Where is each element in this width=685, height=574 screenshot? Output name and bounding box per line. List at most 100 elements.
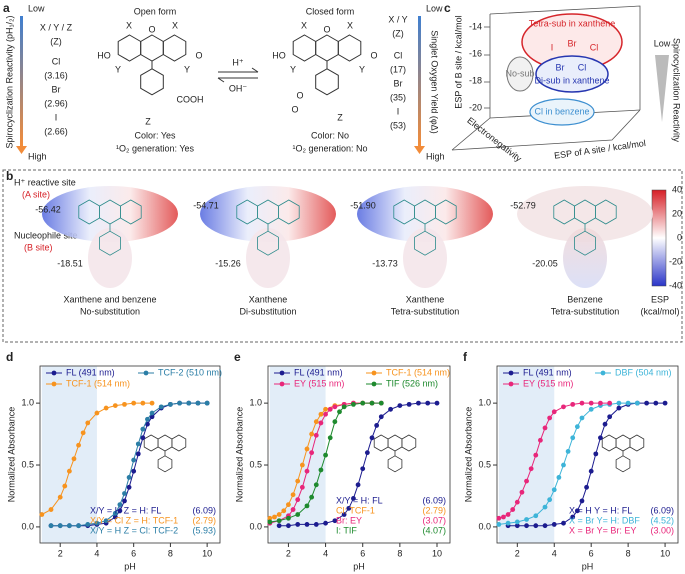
data-point xyxy=(85,420,91,426)
data-point xyxy=(579,415,585,421)
data-point xyxy=(588,468,594,474)
data-point xyxy=(295,522,301,527)
legend-label: EY (515 nm) xyxy=(294,378,344,388)
cluster xyxy=(529,98,595,126)
data-point xyxy=(607,400,613,406)
annotation: I: TIF xyxy=(336,525,357,535)
cluster-label: Di-sub in xanthene xyxy=(534,75,609,85)
annotation: X = Br Y= Br: EY xyxy=(569,525,636,535)
data-point xyxy=(616,405,622,411)
data-point xyxy=(117,508,123,514)
data-point xyxy=(313,482,319,488)
data-point xyxy=(598,400,603,406)
data-point xyxy=(588,406,594,412)
data-point xyxy=(57,494,63,500)
x-axis-title: pH xyxy=(124,561,136,571)
data-point xyxy=(364,450,370,456)
data-point xyxy=(112,510,118,516)
axis-end: Low xyxy=(28,3,45,13)
list-item: (35) xyxy=(390,92,406,102)
data-point xyxy=(295,512,301,517)
data-point xyxy=(542,425,548,431)
y-tick-label: 0.5 xyxy=(249,459,262,469)
annotation: X/Y = Cl Z = H: TCF-1 xyxy=(90,515,178,525)
esp-surface xyxy=(403,228,447,288)
data-point xyxy=(103,518,109,524)
data-point xyxy=(66,523,72,529)
data-point xyxy=(286,502,291,508)
colorbar-tick: 20 xyxy=(672,208,682,218)
data-point xyxy=(607,414,613,420)
data-point xyxy=(295,497,301,503)
data-point xyxy=(547,497,553,503)
data-point xyxy=(565,449,571,454)
data-point xyxy=(551,409,557,415)
panel-label: b xyxy=(6,169,13,183)
annotation: (4.07) xyxy=(422,525,446,535)
data-point xyxy=(313,419,319,425)
esp-value: -20.05 xyxy=(532,258,558,268)
data-point xyxy=(434,400,440,406)
ring xyxy=(615,434,631,452)
cluster-atom: Cl xyxy=(590,42,599,52)
ring xyxy=(315,68,339,96)
data-point xyxy=(644,400,650,406)
data-point xyxy=(327,435,333,441)
data-point xyxy=(538,437,543,443)
esp-value: -15.26 xyxy=(215,258,241,268)
data-point xyxy=(551,522,557,527)
data-point xyxy=(204,400,210,406)
data-point xyxy=(524,517,529,522)
y-tick-label: 0.0 xyxy=(249,521,262,531)
data-point xyxy=(145,416,150,422)
legend-label: TCF-1 (514 nm) xyxy=(386,367,450,377)
shaded-region xyxy=(41,366,97,543)
colorbar-tick: -20 xyxy=(669,256,682,266)
data-point xyxy=(378,400,384,406)
axis-end: Low xyxy=(426,3,443,13)
atom: X xyxy=(126,20,132,30)
ring xyxy=(277,199,300,225)
panel-label: d xyxy=(6,350,13,364)
ring xyxy=(162,34,187,62)
site-label: H⁺ reactive site xyxy=(14,177,76,187)
data-point xyxy=(76,523,81,529)
axis-title: ESP of A site / kcal/mol xyxy=(553,138,646,161)
data-point xyxy=(547,415,553,421)
x-tick-label: 10 xyxy=(432,548,442,558)
data-point xyxy=(304,503,310,509)
ring xyxy=(99,230,121,256)
ring xyxy=(143,434,159,452)
data-point xyxy=(593,451,599,457)
annotation: (5.93) xyxy=(192,525,216,535)
data-point xyxy=(346,505,352,511)
plot-frame xyxy=(496,365,679,544)
data-point xyxy=(369,435,375,441)
data-point xyxy=(425,400,431,406)
arrow-head xyxy=(414,146,425,154)
axis-title: Spirocyclization Reactivity xyxy=(672,38,682,143)
x-tick-label: 2 xyxy=(58,548,63,558)
data-point xyxy=(39,512,45,517)
data-point xyxy=(323,406,328,412)
x-tick-label: 10 xyxy=(660,548,670,558)
atom: Y xyxy=(290,64,296,74)
ring xyxy=(595,199,617,225)
annotation: X = Br Y= H: DBF xyxy=(569,515,640,525)
data-point xyxy=(514,519,520,525)
list-item: (Z) xyxy=(50,36,62,46)
data-point xyxy=(112,403,118,409)
ring xyxy=(257,230,279,256)
cluster xyxy=(506,56,534,92)
data-point xyxy=(126,474,132,480)
annotation: (3.00) xyxy=(650,525,674,535)
data-point xyxy=(290,507,296,512)
data-point xyxy=(281,508,287,514)
data-point xyxy=(57,523,63,529)
y-tick-label: 1.0 xyxy=(21,398,34,408)
data-point xyxy=(662,400,668,406)
caption: Xanthene xyxy=(406,294,445,304)
data-point xyxy=(313,522,319,527)
x-tick-label: 6 xyxy=(131,548,136,558)
data-point xyxy=(145,421,150,427)
